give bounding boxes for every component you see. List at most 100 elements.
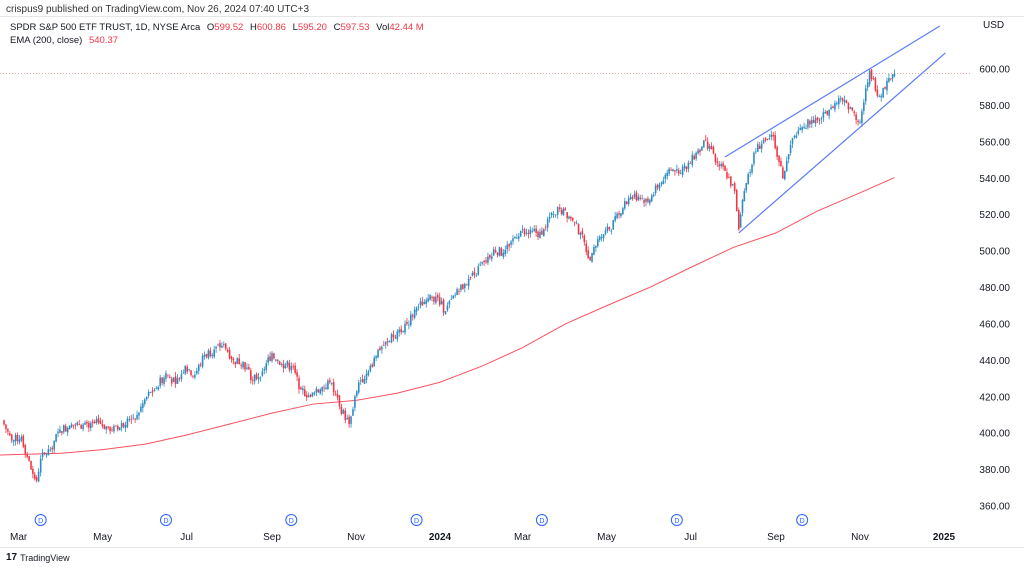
candle-body [589, 257, 591, 261]
candle-body [273, 353, 275, 359]
candle-body [770, 134, 773, 137]
open-value: 599.52 [214, 22, 244, 33]
price-tick-label: 440.00 [979, 356, 1010, 367]
candle-body [118, 427, 121, 431]
open-label: O [206, 22, 215, 33]
candle-body [377, 349, 379, 358]
candle-body [435, 296, 437, 303]
candle-body [857, 120, 859, 123]
candle-body [847, 103, 850, 110]
candle-body [16, 435, 19, 442]
dividend-marker-icon [796, 514, 809, 526]
candle-body [155, 387, 158, 389]
candle-body [107, 426, 109, 428]
candle-body [384, 341, 387, 345]
candle-body [668, 168, 670, 174]
candle-body [550, 212, 553, 216]
candle-body [197, 364, 200, 371]
candle-body [174, 376, 177, 385]
candle-body [211, 354, 214, 357]
time-tick-label: Nov [851, 532, 869, 543]
candle-body [616, 213, 618, 218]
low-label: L [292, 22, 298, 33]
candle-body [176, 378, 179, 384]
price-tick-label: 600.00 [979, 65, 1010, 76]
candle-body [182, 372, 185, 374]
candle-body [136, 414, 138, 420]
dividend-label: D [163, 518, 168, 525]
candle-body [708, 146, 711, 150]
candle-body [361, 379, 364, 383]
candle-body [620, 213, 622, 217]
candle-body [606, 226, 609, 231]
price-tick-label: 380.00 [979, 465, 1010, 476]
candle-body [205, 354, 208, 357]
candle-body [386, 341, 389, 343]
candle-body [66, 427, 69, 433]
candle-body [388, 341, 391, 343]
candle-body [650, 195, 653, 202]
candle-body [579, 232, 582, 236]
candle-body [706, 141, 709, 149]
candle-body [367, 371, 370, 376]
candle-body [115, 425, 117, 427]
price-tick-label: 540.00 [979, 174, 1010, 185]
ema-label[interactable]: EMA (200, close) [10, 35, 83, 46]
candle-body [230, 356, 233, 360]
candle-body [196, 370, 198, 374]
candle-body [70, 424, 73, 428]
candle-body [47, 449, 50, 456]
candle-body [658, 184, 661, 189]
candle-body [423, 302, 426, 305]
candle-body [631, 197, 634, 199]
low-value: 595.20 [297, 22, 327, 33]
candle-body [408, 324, 410, 326]
candle-body [699, 149, 701, 153]
candle-body [558, 207, 561, 210]
candle-body [591, 252, 593, 262]
candle-body [334, 393, 337, 395]
high-label: H [249, 22, 257, 33]
candle-body [523, 229, 526, 235]
candle-body [325, 387, 327, 390]
candle-body [292, 366, 295, 368]
candle-body [352, 409, 354, 416]
dividend-marker-icon [34, 514, 47, 526]
candle-body [475, 275, 478, 277]
candle-body [695, 152, 697, 159]
candle-body [246, 367, 248, 369]
candle-body [587, 250, 589, 259]
candle-body [888, 78, 890, 82]
candle-body [286, 361, 289, 366]
candle-body [595, 246, 597, 248]
candle-body [178, 377, 181, 379]
candle-body [12, 439, 15, 442]
candle-body [863, 102, 865, 112]
candle-body [799, 128, 802, 131]
candle-body [517, 236, 520, 239]
candle-body [882, 87, 884, 98]
candle-body [537, 231, 539, 238]
candle-body [544, 227, 547, 229]
candle-body [315, 388, 318, 393]
candle-body [221, 345, 223, 348]
candle-body [458, 290, 460, 292]
candle-body [623, 201, 626, 209]
candle-body [824, 111, 827, 114]
candle-body [738, 210, 740, 230]
candle-body [864, 88, 867, 102]
candle-body [597, 239, 599, 247]
price-chart[interactable]: D D D D D D D 360.00 380.00 400.00 420.00 440.00 46… [0, 0, 1024, 548]
candle-body [712, 147, 715, 154]
candle-body [288, 362, 291, 370]
candle-body [440, 301, 443, 305]
candle-body [109, 427, 111, 431]
candle-body [55, 433, 57, 442]
candle-body [61, 431, 63, 434]
candle-body [394, 337, 397, 339]
symbol-name[interactable]: SPDR S&P 500 ETF TRUST, 1D, NYSE Arca [10, 22, 201, 33]
candle-body [284, 365, 287, 369]
candle-body [641, 198, 643, 200]
candle-body [43, 452, 46, 454]
candle-body [124, 425, 127, 428]
